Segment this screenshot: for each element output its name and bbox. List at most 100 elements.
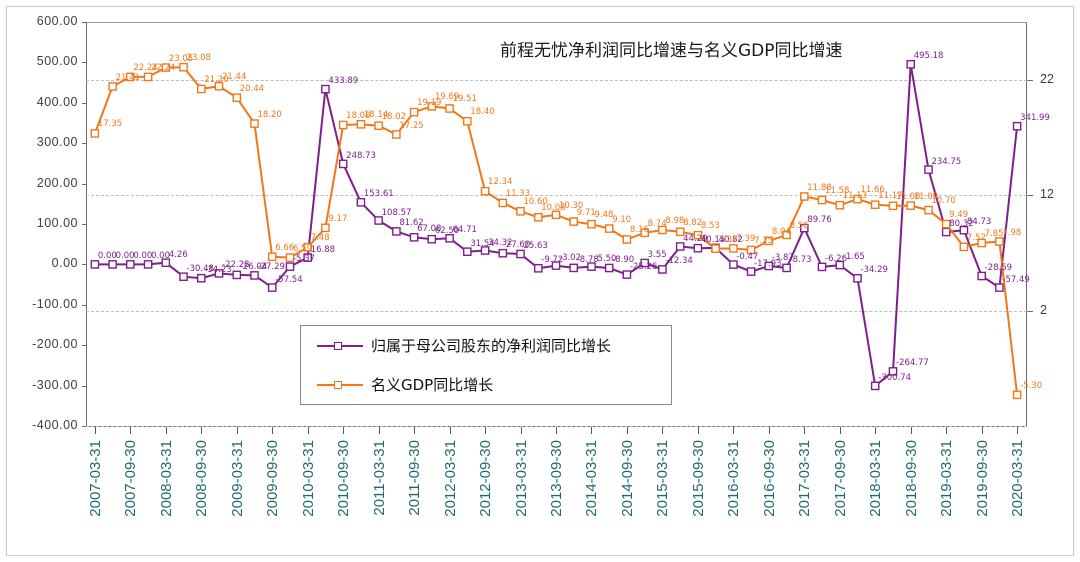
data-label: 7.85	[984, 229, 1004, 240]
data-label: 7.39	[736, 234, 756, 245]
data-label: 16.88	[310, 244, 336, 255]
left-axis-tick-label: 400.00	[36, 94, 78, 109]
data-label: 8.04	[771, 226, 791, 237]
data-label: 11.33	[505, 188, 531, 199]
x-axis-tick	[414, 427, 416, 434]
x-axis-tick-label: 2017-09-30	[831, 440, 849, 517]
data-label: 7.52	[966, 232, 986, 243]
legend-label-gdp: 名义GDP同比增长	[371, 376, 494, 394]
data-label: 18.02	[381, 111, 406, 122]
data-label: 11.88	[807, 182, 832, 193]
data-label: 8.82	[683, 217, 703, 228]
x-axis-tick-label: 2009-03-31	[228, 440, 246, 517]
x-axis-tick	[236, 427, 238, 434]
data-label: 40.15	[700, 235, 726, 246]
data-label: 12.34	[488, 177, 513, 188]
legend-item-gdp[interactable]: 名义GDP同比增长	[301, 365, 671, 404]
left-axis-tick-label: -100.00	[32, 296, 78, 311]
x-axis-tick-label: 2013-03-31	[512, 440, 530, 517]
x-axis-tick	[520, 427, 522, 434]
left-axis-tick	[82, 304, 87, 306]
data-label: 234.75	[931, 156, 962, 167]
left-axis-tick	[82, 62, 87, 64]
left-axis-tick-label: 0.00	[51, 256, 78, 271]
x-axis-tick	[343, 427, 345, 434]
data-label: 19.51	[452, 94, 477, 105]
x-axis-tick	[130, 427, 132, 434]
legend-label-net-profit: 归属于母公司股东的净利润同比增长	[371, 337, 612, 355]
gridline	[86, 426, 1027, 427]
legend-item-net-profit[interactable]: 归属于母公司股东的净利润同比增长	[301, 326, 671, 365]
x-axis-tick-label: 2015-09-30	[689, 440, 707, 517]
right-axis-line	[1026, 22, 1027, 426]
left-axis-tick-label: 200.00	[36, 175, 78, 190]
data-label: 9.49	[949, 210, 969, 221]
data-label: 10.08	[541, 203, 566, 214]
x-axis-tick-label: 2012-03-31	[441, 440, 459, 517]
left-axis-tick-label: 600.00	[36, 14, 78, 28]
x-axis-tick-label: 2010-09-30	[335, 440, 353, 517]
data-label: 10.70	[931, 196, 956, 207]
data-label: 10.60	[523, 197, 548, 208]
data-label: 34.32	[488, 237, 513, 248]
data-label: 0.00	[97, 251, 117, 262]
x-axis-tick-label: 2014-09-30	[618, 440, 636, 517]
data-label: -0.47	[736, 251, 759, 262]
x-axis-tick-label: 2011-09-30	[406, 440, 424, 516]
data-label: 23.08	[186, 53, 211, 64]
x-axis-tick-label: 2017-03-31	[796, 440, 814, 517]
data-label: 17.25	[399, 120, 424, 131]
chart-legend: 归属于母公司股东的净利润同比增长 名义GDP同比增长	[300, 325, 672, 405]
x-axis-tick-label: 2019-09-30	[973, 440, 991, 517]
left-axis-tick	[82, 264, 87, 266]
data-label: -34.29	[860, 265, 888, 276]
x-axis-tick	[697, 427, 699, 434]
data-label: 0.00	[115, 251, 135, 262]
x-axis-tick-label: 2012-09-30	[477, 440, 495, 517]
x-axis-tick-label: 2016-03-31	[725, 440, 743, 517]
data-label: 67.08	[417, 224, 442, 235]
x-axis-tick	[378, 427, 380, 434]
x-axis-tick	[733, 427, 735, 434]
data-label: 6.59	[292, 243, 312, 254]
x-axis-tick-label: 2018-09-30	[902, 440, 920, 517]
data-label: 27.60	[505, 240, 531, 251]
x-axis-tick	[839, 427, 841, 434]
x-axis-tick	[165, 427, 167, 434]
data-label: 11.13	[842, 191, 868, 202]
gridline	[86, 310, 1027, 312]
data-label: 433.89	[328, 76, 359, 87]
left-axis-tick-label: -200.00	[32, 337, 78, 352]
left-axis-tick	[82, 345, 87, 347]
data-label: 21.20	[204, 74, 229, 85]
chart-title: 前程无忧净利润同比增速与名义GDP同比增速	[500, 41, 843, 61]
data-label: 21.44	[222, 72, 247, 83]
data-label: 0.00	[151, 251, 170, 262]
data-label: 19.19	[417, 98, 442, 109]
data-label: 248.73	[346, 150, 376, 161]
data-label: 18.08	[346, 110, 371, 121]
left-axis-tick	[82, 385, 87, 387]
x-axis-tick-label: 2007-03-31	[86, 440, 104, 517]
data-label: -5.50	[594, 253, 617, 264]
data-label: 22.24	[133, 62, 158, 73]
data-label: -1.65	[842, 252, 865, 263]
data-label: 7.48	[310, 233, 330, 244]
data-label: 18.40	[470, 107, 495, 118]
left-axis-tick-label: -400.00	[32, 418, 78, 432]
x-axis-tick	[875, 427, 877, 434]
data-label: -300.74	[878, 372, 912, 383]
data-label: 153.61	[363, 189, 394, 200]
data-label: -8.78	[576, 254, 599, 265]
right-axis-tick-label: 12	[1040, 187, 1054, 202]
data-label: -12.34	[665, 256, 693, 267]
data-label: 0.00	[133, 251, 153, 262]
x-axis-tick-label: 2018-03-31	[867, 440, 885, 517]
data-label: 20.44	[239, 83, 265, 94]
data-label: 8.56	[789, 220, 809, 231]
data-label: -28.59	[984, 262, 1013, 273]
data-label: -3.02	[559, 252, 581, 263]
left-axis-tick	[82, 102, 87, 104]
data-label: 10.30	[559, 200, 584, 211]
